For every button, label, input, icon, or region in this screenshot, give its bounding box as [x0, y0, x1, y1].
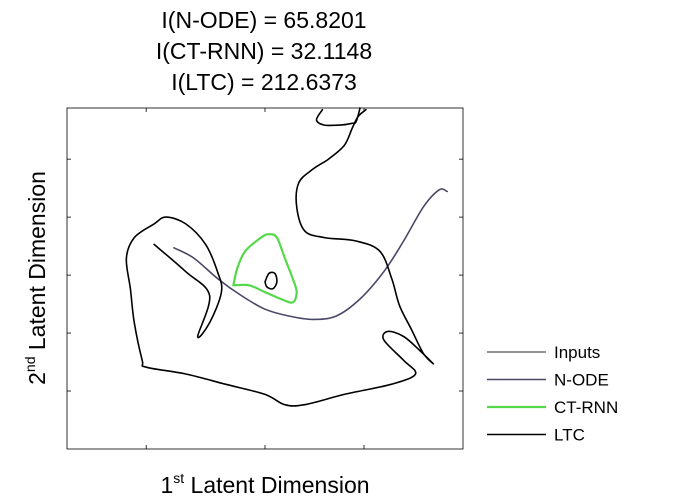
series-line-n-ode: [173, 188, 448, 321]
title-line-3: I(LTC) = 212.6373: [171, 69, 357, 95]
series-line-ltc-extra-5: [315, 107, 361, 127]
series-layer: [125, 107, 448, 407]
x-ticks: [145, 108, 365, 449]
legend-label-ct-rnn: CT-RNN: [554, 398, 618, 417]
legend: Inputs N-ODE CT-RNN LTC: [487, 343, 618, 445]
title-line-2: I(CT-RNN) = 32.1148: [156, 38, 372, 64]
series-line-ct-rnn: [232, 233, 298, 304]
title-line-1: I(N-ODE) = 65.8201: [161, 7, 366, 33]
legend-label-inputs: Inputs: [554, 343, 600, 362]
chart-title: I(N-ODE) = 65.8201 I(CT-RNN) = 32.1148 I(L…: [156, 7, 372, 95]
y-axis-label: 2nd Latent Dimension: [22, 171, 50, 385]
series-line-ltc-extra-4: [264, 271, 278, 290]
series-line-ltc: [125, 108, 435, 407]
x-axis-label: 1st Latent Dimension: [160, 470, 369, 498]
plot-area: [66, 107, 464, 450]
y-ticks: [67, 158, 463, 392]
legend-label-n-ode: N-ODE: [554, 371, 609, 390]
legend-label-ltc: LTC: [554, 426, 585, 445]
